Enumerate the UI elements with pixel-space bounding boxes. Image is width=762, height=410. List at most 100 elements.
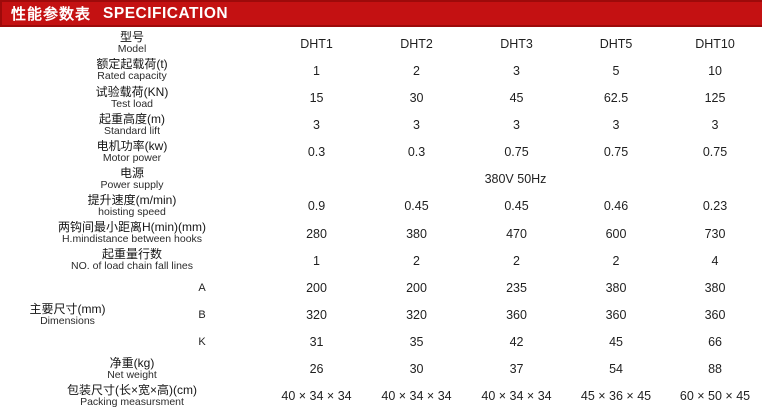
value-cell: 40 × 34 × 34 [464,382,565,410]
dim-key-cell: B [135,301,265,329]
value-cell: 30 [364,355,465,383]
value-cell: 40 × 34 × 34 [264,382,365,410]
value-cell: 380 [663,274,762,302]
value-cell: 10 [663,57,762,85]
value-cell: 380 [564,274,664,302]
row-label-en: Rated capacity [97,70,167,83]
row-label-cn: 起重高度(m) [99,111,165,126]
value-cell: 15 [264,84,365,112]
row-label: 电源 Power supply [0,165,265,193]
row-label: 起重量行数 NO. of load chain fall lines [0,247,265,275]
spec-row: 包装尺寸(长×宽×高)(cm) Packing measursment 40 × 3… [0,382,762,410]
row-label-en: Model [117,43,147,56]
row-label-en: Power supply [100,179,164,192]
spec-row: 试验载荷(KN) Test load 15 30 45 62.5 125 [0,84,762,112]
value-cell: 0.45 [464,192,565,220]
value-cell: 26 [264,355,365,383]
row-label-cn: 起重量行数 [102,247,163,262]
value-cell: 4 [663,247,762,275]
value-cell: 200 [364,274,465,302]
page-title: 性能参数表 [11,6,92,23]
row-label-en: Standard lift [103,124,161,137]
value-cell: 0.75 [564,138,664,166]
row-label: 起重高度(m) Standard lift [0,111,265,139]
value-cell: 3 [364,111,465,139]
row-label-cn: 电机功率(kw) [96,138,168,153]
spec-row: 额定起载荷(t) Rated capacity 1 2 3 5 10 [0,57,762,85]
value-cell: 2 [564,247,664,275]
spec-row: 两钩间最小距离H(min)(mm) H.mindistance between h… [0,219,762,248]
value-cell: 320 [364,301,465,329]
header-divider [0,27,762,30]
row-label-en: NO. of load chain fall lines [71,260,193,273]
row-label: 净重(kg) Net weight [0,355,265,383]
value-cell: 360 [564,301,664,329]
value-cell: 0.3 [364,138,465,166]
value-cell: 60 × 50 × 45 [663,382,762,410]
value-cell: 5 [564,57,664,85]
row-label-en: H.mindistance between hooks [61,233,203,246]
model-row: 型号 Model DHT1 DHT2 DHT3 DHT5 DHT10 [0,30,762,58]
value-cell: DHT2 [364,30,465,58]
row-label-cn: 额定起载荷(t) [96,57,168,72]
row-label: 包装尺寸(长×宽×高)(cm) Packing measursment [0,382,265,410]
value-cell: 3 [264,111,365,139]
row-label: 提升速度(m/min) hoisting speed [0,192,265,220]
value-cell: 45 [564,328,664,356]
header-bar: 性能参数表 SPECIFICATION [0,0,762,27]
spec-row: 电源 Power supply 380V 50Hz [0,165,762,193]
dim-key-cell: K [135,328,265,356]
value-cell: 125 [663,84,762,112]
value-cell: 40 × 34 × 34 [364,382,465,410]
value-cell: 35 [364,328,465,356]
dimension-row: B 320 320 360 360 360 [0,301,762,329]
value-cell: 200 [264,274,365,302]
value-cell: 3 [464,57,565,85]
row-label-en: Test load [110,97,154,110]
spec-row: 电机功率(kw) Motor power 0.3 0.3 0.75 0.75 0.75 [0,138,762,166]
spec-row: 提升速度(m/min) hoisting speed 0.9 0.45 0.45 0.46… [0,192,762,220]
row-label-cn: 包装尺寸(长×宽×高)(cm) [67,383,197,398]
value-cell: 37 [464,355,565,383]
power-supply-value: 380V 50Hz [264,165,762,193]
value-cell: 0.45 [364,192,465,220]
value-cell: 470 [464,219,565,248]
value-cell: 2 [464,247,565,275]
value-cell: 0.3 [264,138,365,166]
value-cell: 235 [464,274,565,302]
row-label: 两钩间最小距离H(min)(mm) H.mindistance between h… [0,219,265,248]
page-title-en: SPECIFICATION [103,4,229,22]
value-cell: 3 [663,111,762,139]
row-label-cn: 电源 [120,166,145,181]
row-label-cn: 提升速度(m/min) [87,193,177,208]
row-label-en: hoisting speed [98,206,166,219]
value-cell: 1 [264,247,365,275]
dimensions-label-en: Dimensions [40,314,95,327]
value-cell: 360 [464,301,565,329]
value-cell: 3 [564,111,664,139]
value-cell: 280 [264,219,365,248]
value-cell: 0.75 [663,138,762,166]
value-cell: 3 [464,111,565,139]
value-cell: 0.23 [663,192,762,220]
row-label-cn: 型号 [120,30,145,45]
value-cell: 62.5 [564,84,664,112]
row-label-en: Packing measursment [80,396,184,409]
row-label: 型号 Model [0,30,265,58]
value-cell: DHT1 [264,30,365,58]
dim-key-cell: A [135,274,265,302]
value-cell: 360 [663,301,762,329]
row-label-cn: 两钩间最小距离H(min)(mm) [58,220,206,235]
value-cell: DHT10 [663,30,762,58]
value-cell: 0.46 [564,192,664,220]
dimension-row: K 31 35 42 45 66 [0,328,762,356]
value-cell: 0.75 [464,138,565,166]
value-cell: 2 [364,57,465,85]
value-cell: 45 [464,84,565,112]
value-cell: 1 [264,57,365,85]
row-label: 额定起载荷(t) Rated capacity [0,57,265,85]
value-cell: 380 [364,219,465,248]
row-label-cn: 净重(kg) [109,356,155,370]
value-cell: 42 [464,328,565,356]
